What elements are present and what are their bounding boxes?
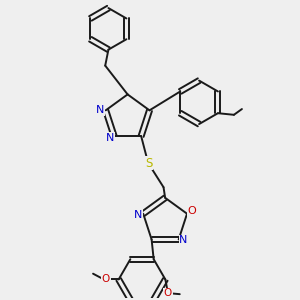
Text: N: N	[179, 236, 188, 245]
Text: N: N	[134, 210, 142, 220]
Text: O: O	[188, 206, 197, 217]
Text: O: O	[102, 274, 110, 284]
Text: S: S	[146, 157, 153, 170]
Text: N: N	[106, 133, 114, 143]
Text: N: N	[96, 105, 104, 115]
Text: O: O	[164, 288, 172, 298]
